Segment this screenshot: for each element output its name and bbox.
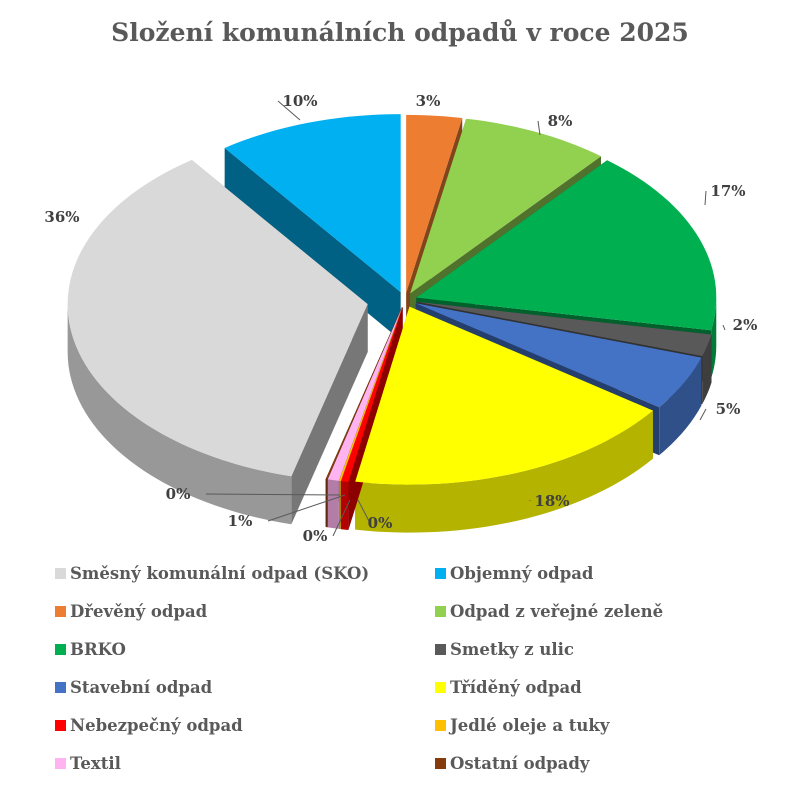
legend-label: BRKO — [70, 639, 126, 659]
legend-swatch — [435, 681, 446, 693]
slice-outer-wall — [339, 480, 341, 530]
pie-slice-2[interactable] — [224, 114, 401, 293]
data-label: 1% — [228, 512, 253, 530]
pie-slice-12[interactable] — [325, 306, 402, 480]
legend-swatch — [55, 567, 66, 579]
legend-label: Objemný odpad — [450, 563, 594, 583]
pie-slice-3[interactable] — [406, 114, 463, 293]
legend-label: Dřevěný odpad — [70, 601, 208, 621]
leader-line — [332, 499, 351, 537]
legend-item[interactable]: Jedlé oleje a tuky — [435, 712, 775, 738]
leader-line — [205, 493, 341, 496]
legend-label: Textil — [70, 753, 121, 773]
pie-slice-5[interactable] — [416, 160, 717, 331]
data-label: 10% — [282, 92, 317, 110]
legend-swatch — [435, 719, 446, 731]
pie-slice-4[interactable] — [410, 118, 602, 294]
legend-label: Jedlé oleje a tuky — [450, 715, 610, 735]
pie-chart: 36% 10% 3% 8% 17% 2% 5% 18% 0% 0% 1% 0% — [44, 92, 757, 545]
data-label: 8% — [548, 112, 573, 130]
chart-title: Složení komunálních odpadů v roce 2025 — [111, 18, 689, 47]
pie-slice-8[interactable] — [355, 306, 653, 485]
legend-swatch — [55, 719, 66, 731]
data-label: 0% — [303, 527, 328, 545]
data-label: 18% — [534, 492, 569, 510]
legend-item[interactable]: Stavební odpad — [55, 674, 435, 700]
legend-label: Nebezpečný odpad — [70, 715, 243, 735]
legend-swatch — [55, 605, 66, 617]
data-label: 0% — [368, 514, 393, 532]
pie-slice-11[interactable] — [327, 306, 403, 481]
leader-line — [277, 100, 301, 121]
data-label: 0% — [166, 485, 191, 503]
legend-item[interactable]: Tříděný odpad — [435, 674, 775, 700]
legend-swatch — [435, 567, 446, 579]
legend-item[interactable]: Smetky z ulic — [435, 636, 775, 662]
legend-swatch — [435, 643, 446, 655]
legend-item[interactable]: Dřevěný odpad — [55, 598, 435, 624]
legend-item[interactable]: Textil — [55, 750, 435, 776]
data-label: 17% — [710, 182, 745, 200]
legend-label: Smetky z ulic — [450, 639, 574, 659]
legend-label: Odpad z veřejné zeleně — [450, 601, 664, 621]
leader-line — [722, 324, 726, 331]
legend-item[interactable]: BRKO — [55, 636, 435, 662]
data-label: 5% — [716, 400, 741, 418]
data-label: 3% — [416, 92, 441, 110]
slice-radial-face — [291, 304, 368, 525]
legend-item[interactable]: Objemný odpad — [435, 560, 775, 586]
slice-outer-wall — [325, 479, 328, 528]
pie-slice-10[interactable] — [339, 306, 403, 482]
slice-radial-face — [341, 306, 403, 530]
data-label: 36% — [44, 208, 79, 226]
slice-radial-face — [224, 147, 401, 341]
leader-line — [537, 120, 541, 136]
leader-line — [704, 190, 707, 206]
legend-label: Směsný komunální odpad (SKO) — [70, 563, 370, 583]
slice-outer-wall — [702, 334, 712, 405]
slice-outer-wall — [355, 410, 653, 533]
legend-label: Tříděný odpad — [450, 677, 582, 697]
data-label: 2% — [733, 316, 758, 334]
legend-label: Ostatní odpady — [450, 753, 590, 773]
leader-line — [357, 499, 371, 524]
slice-outer-wall — [327, 479, 339, 529]
pie-slice-9[interactable] — [341, 306, 403, 483]
leader-line — [267, 494, 346, 522]
slice-outer-wall — [711, 297, 717, 379]
pie-slice-1[interactable] — [67, 160, 368, 477]
legend: Směsný komunální odpad (SKO) Objemný odpa… — [55, 560, 775, 776]
legend-item[interactable]: Nebezpečný odpad — [55, 712, 435, 738]
legend-item[interactable]: Směsný komunální odpad (SKO) — [55, 560, 435, 586]
legend-swatch — [55, 681, 66, 693]
slice-outer-wall — [67, 304, 292, 525]
legend-item[interactable]: Odpad z veřejné zeleně — [435, 598, 775, 624]
legend-swatch — [55, 643, 66, 655]
legend-item[interactable]: Ostatní odpady — [435, 750, 775, 776]
pie-slice-6[interactable] — [416, 301, 712, 357]
slice-outer-wall — [341, 481, 349, 531]
slice-outer-wall — [659, 357, 702, 456]
pie-slice-7[interactable] — [415, 303, 702, 408]
legend-swatch — [435, 605, 446, 617]
legend-label: Stavební odpad — [70, 677, 213, 697]
slice-tops — [67, 114, 717, 485]
legend-swatch — [55, 757, 66, 769]
legend-swatch — [435, 757, 446, 769]
data-labels: 36% 10% 3% 8% 17% 2% 5% 18% 0% 0% 1% 0% — [44, 92, 757, 545]
leader-line — [699, 408, 707, 421]
